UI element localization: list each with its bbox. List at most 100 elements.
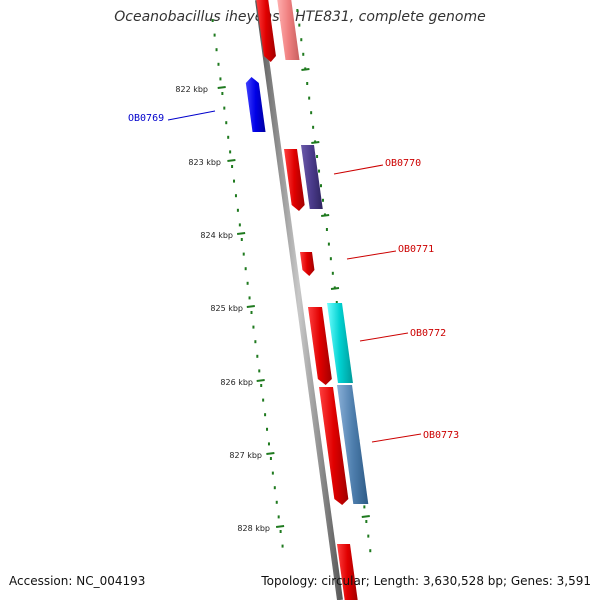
major-tick: [211, 19, 214, 22]
outer-tick: [365, 520, 368, 523]
topology-text: Topology: circular; Length: 3,630,528 bp…: [261, 574, 591, 588]
minor-tick: [264, 413, 267, 417]
feature-pink-top[interactable]: [277, 0, 300, 60]
minor-tick: [225, 121, 228, 125]
tick-labels: 822 kbp 823 kbp 824 kbp 825 kbp 826 kbp …: [175, 85, 270, 533]
feature-red-825[interactable]: [308, 307, 332, 385]
minor-tick: [267, 442, 270, 446]
outer-tick: [329, 257, 332, 261]
major-tick: [260, 384, 263, 387]
gene-label-ob0770[interactable]: OB0770: [385, 158, 421, 169]
minor-tick: [219, 77, 222, 81]
major-tick-mark: [236, 232, 246, 235]
major-tick: [231, 165, 234, 168]
gene-label-ob0769[interactable]: OB0769: [128, 113, 164, 124]
gene-label-ob0772[interactable]: OB0772: [410, 328, 446, 339]
outer-tick: [312, 125, 315, 129]
feature-ob0771[interactable]: [300, 252, 315, 276]
minor-tick: [234, 194, 237, 198]
minor-tick: [258, 369, 261, 373]
tick-label: 828 kbp: [237, 524, 270, 533]
outer-tick: [363, 505, 366, 509]
tick-label: 827 kbp: [229, 451, 262, 460]
outer-tick: [327, 242, 330, 246]
minor-tick: [215, 48, 218, 52]
gene-labels[interactable]: OB0769 OB0770 OB0771 OB0772 OB0773: [128, 110, 459, 443]
minor-tick: [213, 33, 216, 37]
outer-tick: [300, 38, 303, 42]
minor-tick: [217, 62, 220, 66]
major-tick-mark: [275, 525, 285, 528]
tick-label: 822 kbp: [175, 85, 208, 94]
feature-ob0772[interactable]: [327, 303, 353, 383]
minor-tick: [233, 179, 236, 183]
map-title: Oceanobacillus iheyensis HTE831, complet…: [114, 9, 486, 25]
minor-tick: [244, 267, 247, 271]
gene-features: [245, 0, 369, 600]
feature-ob0773[interactable]: [337, 385, 369, 504]
minor-tick: [246, 281, 249, 285]
minor-tick: [248, 296, 251, 300]
gene-leader-line: [333, 164, 384, 175]
major-tick-mark: [246, 305, 255, 308]
outer-tick: [310, 111, 313, 115]
feature-red-top[interactable]: [256, 0, 276, 62]
tick-label: 824 kbp: [200, 231, 233, 240]
outer-tick: [306, 82, 309, 85]
feature-red-bottom[interactable]: [337, 544, 358, 600]
major-tick: [269, 457, 272, 460]
minor-tick: [227, 135, 230, 139]
outer-tick: [321, 198, 324, 202]
gene-label-ob0771[interactable]: OB0771: [398, 244, 434, 255]
minor-tick: [223, 106, 226, 110]
tick-marks: [211, 19, 285, 548]
minor-tick: [275, 500, 278, 504]
feature-ob0769[interactable]: [245, 77, 266, 132]
minor-tick: [266, 427, 269, 431]
outer-tick: [296, 9, 299, 12]
outer-tick: [367, 534, 370, 538]
major-tick-mark: [256, 379, 265, 382]
gene-leader-line: [371, 433, 422, 443]
genome-backbone: [255, 0, 343, 600]
gene-label-ob0773[interactable]: OB0773: [423, 430, 459, 441]
minor-tick: [277, 515, 280, 519]
minor-tick: [273, 486, 276, 490]
minor-tick: [242, 252, 245, 256]
outer-major-tick-mark: [330, 287, 340, 290]
minor-tick: [236, 208, 239, 212]
outer-tick: [302, 52, 305, 56]
minor-tick: [271, 471, 274, 475]
minor-tick: [254, 340, 257, 344]
major-tick: [250, 311, 253, 314]
feature-ob0770[interactable]: [301, 145, 323, 209]
outer-tick: [298, 23, 301, 27]
outer-major-tick-mark: [311, 141, 320, 144]
accession-text: Accession: NC_004193: [9, 574, 146, 588]
feature-red-826[interactable]: [319, 387, 349, 505]
outer-major-tick-mark: [361, 515, 370, 518]
feature-red-823[interactable]: [284, 149, 305, 211]
outer-tick: [316, 155, 319, 158]
tick-label: 826 kbp: [220, 378, 253, 387]
minor-tick: [252, 325, 255, 329]
tick-label: 825 kbp: [210, 304, 243, 313]
minor-tick: [281, 544, 284, 548]
gene-leader-line: [346, 250, 397, 260]
outer-tick: [325, 228, 328, 231]
outer-tick: [308, 96, 311, 100]
outer-major-tick-mark: [301, 68, 310, 71]
major-tick-mark: [217, 86, 226, 89]
minor-tick: [238, 223, 241, 227]
outer-tick: [331, 271, 334, 275]
major-tick: [221, 92, 224, 95]
major-tick-mark: [227, 159, 236, 162]
tick-label: 823 kbp: [188, 158, 221, 167]
outer-tick: [335, 301, 338, 304]
minor-tick: [262, 398, 265, 402]
gene-leader-line: [167, 110, 216, 121]
minor-tick: [256, 354, 259, 358]
outer-tick: [318, 169, 321, 173]
major-tick: [279, 530, 282, 533]
